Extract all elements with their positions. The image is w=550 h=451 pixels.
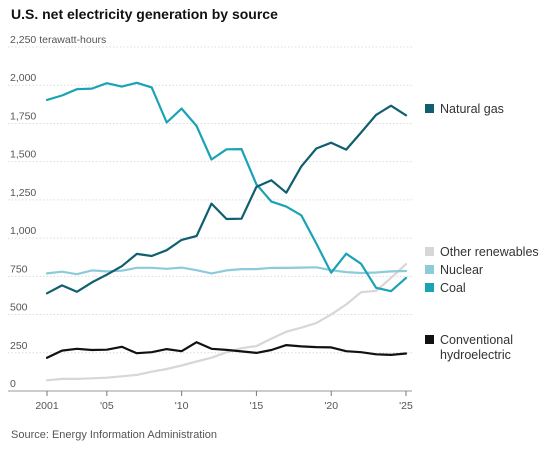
y-tick-label: 750 — [10, 263, 28, 275]
legend-label-nuclear: Nuclear — [440, 263, 483, 277]
series-line-natural-gas — [45, 104, 408, 295]
x-tick-label: '15 — [250, 400, 264, 412]
legend-swatch-hydro — [425, 335, 434, 344]
y-tick-label: 1,000 — [10, 225, 36, 237]
y-tick-label: 1,750 — [10, 110, 36, 122]
legend-swatch-natural_gas — [425, 104, 434, 113]
y-tick-label: 0 — [10, 378, 16, 390]
legend-swatch-other_renewables — [425, 247, 434, 256]
legend-swatch-nuclear — [425, 265, 434, 274]
chart-title: U.S. net electricity generation by sourc… — [11, 6, 278, 22]
legend-label-hydro: Conventional — [440, 333, 513, 347]
y-tick-label: 250 — [10, 340, 28, 352]
y-tick-label: 1,500 — [10, 149, 36, 161]
x-tick-label: '25 — [399, 400, 413, 412]
series-line-nuclear — [45, 266, 408, 276]
legend-label-hydro: hydroelectric — [440, 348, 511, 362]
y-tick-label: 2,250 terawatt-hours — [10, 34, 106, 46]
x-tick-label: '20 — [324, 400, 338, 412]
series-layer — [45, 81, 408, 382]
legend-label-coal: Coal — [440, 281, 466, 295]
axis-layer: 0 250 500 750 1,000 1,250 1,500 1,750 2,000 2,250… — [10, 34, 413, 412]
y-tick-label: 1,250 — [10, 187, 36, 199]
y-tick-label: 2,000 — [10, 72, 36, 84]
x-tick-label: 2001 — [35, 400, 59, 412]
source-note: Source: Energy Information Administratio… — [11, 429, 218, 441]
y-tick-label: 500 — [10, 302, 28, 314]
x-tick-label: '10 — [175, 400, 189, 412]
legend-layer: Natural gas Other renewables Nuclear Coal Co… — [425, 102, 539, 362]
grid-layer — [8, 46, 412, 392]
legend-label-natural_gas: Natural gas — [440, 102, 504, 116]
legend-swatch-coal — [425, 283, 434, 292]
series-line-coal — [45, 81, 408, 293]
x-tick-label: '05 — [100, 400, 114, 412]
legend-label-other_renewables: Other renewables — [440, 245, 539, 259]
series-line-conventional-hydroelectric — [45, 341, 408, 359]
series-line-other-renewables — [45, 263, 408, 382]
